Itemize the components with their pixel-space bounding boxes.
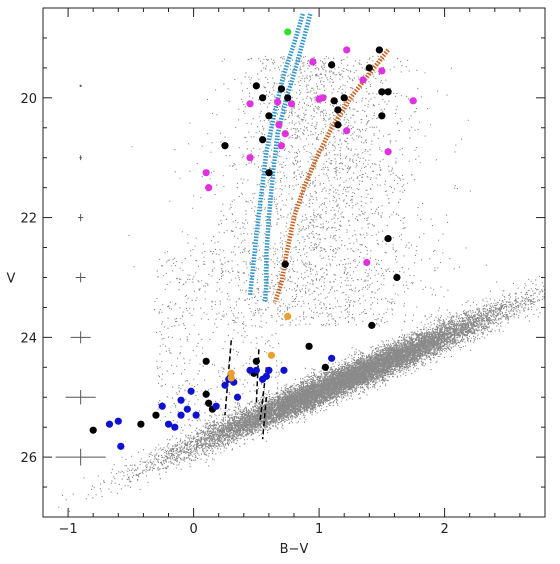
black-point-16 — [265, 169, 273, 177]
dashed-segment-1 — [255, 349, 260, 404]
black-point-18 — [281, 260, 289, 268]
orange-point-3 — [227, 374, 235, 382]
black-point-14 — [265, 112, 273, 120]
blue-point-19 — [265, 366, 273, 374]
blue-point-12 — [221, 381, 229, 389]
black-point-17 — [221, 142, 229, 150]
blue-point-3 — [158, 402, 166, 410]
black-point-31 — [321, 363, 329, 371]
blue-point-15 — [233, 393, 242, 401]
blue-point-21 — [328, 354, 336, 362]
orange-point-1 — [267, 351, 276, 359]
magenta-point-9 — [277, 142, 286, 150]
blue-point-5 — [171, 423, 179, 431]
plot-frame — [42, 7, 546, 518]
track-line-1 — [247, 13, 305, 296]
black-point-8 — [365, 64, 373, 72]
blue-point-8 — [183, 405, 191, 413]
green-point-0 — [284, 28, 292, 36]
black-point-19 — [384, 234, 392, 243]
magenta-point-18 — [274, 98, 282, 106]
magenta-point-14 — [315, 95, 323, 103]
black-point-5 — [330, 97, 338, 105]
blue-point-9 — [187, 387, 195, 395]
blue-point-4 — [164, 420, 173, 428]
dashed-segment-0 — [224, 340, 232, 416]
magenta-point-16 — [384, 148, 392, 156]
error-bars — [55, 84, 106, 466]
magenta-point-17 — [363, 258, 371, 267]
x-axis-label: B−V — [280, 542, 309, 557]
black-point-30 — [89, 426, 97, 434]
y-tick-label-2: 24 — [20, 331, 37, 346]
black-point-4 — [328, 61, 336, 69]
black-point-6 — [334, 106, 342, 114]
black-point-22 — [305, 342, 313, 350]
track-line-0 — [262, 13, 313, 302]
black-point-10 — [378, 88, 386, 96]
magenta-point-5 — [246, 100, 254, 108]
y-axis-label: V — [7, 271, 16, 286]
black-point-24 — [252, 357, 260, 365]
black-point-26 — [205, 399, 213, 407]
x-tick-label-2: 1 — [315, 522, 323, 537]
field-stars — [58, 55, 545, 512]
magenta-point-1 — [343, 46, 351, 54]
y-tick-label-3: 26 — [20, 451, 37, 466]
y-tick-label-1: 22 — [20, 212, 37, 227]
blue-point-10 — [192, 411, 200, 419]
magenta-point-10 — [246, 154, 254, 162]
magenta-point-15 — [343, 127, 351, 135]
black-point-7 — [340, 94, 348, 102]
black-point-1 — [259, 94, 267, 102]
black-point-29 — [137, 420, 145, 428]
black-point-21 — [368, 321, 376, 329]
black-point-23 — [202, 357, 210, 365]
black-point-13 — [334, 121, 342, 129]
magenta-point-2 — [378, 67, 386, 75]
blue-point-0 — [114, 417, 122, 425]
x-tick-label-0: −1 — [59, 522, 78, 537]
axis-ticks: −1 0 1 2 20 22 24 26 — [20, 7, 546, 537]
orange-point-2 — [284, 312, 292, 320]
highlighted-stars — [89, 28, 417, 450]
black-point-20 — [393, 273, 401, 282]
black-point-28 — [152, 411, 160, 419]
magenta-point-6 — [287, 100, 296, 108]
magenta-point-3 — [359, 76, 367, 84]
blue-point-6 — [177, 396, 185, 404]
black-point-3 — [284, 94, 292, 102]
magenta-point-7 — [275, 121, 283, 129]
black-point-12 — [378, 112, 386, 120]
dashed-segment-3 — [261, 397, 268, 440]
black-point-9 — [375, 46, 383, 54]
track-line-2 — [273, 48, 390, 303]
magenta-point-12 — [205, 184, 213, 192]
isochrone-tracks — [247, 13, 390, 303]
y-tick-label-0: 20 — [20, 92, 37, 107]
magenta-point-8 — [281, 130, 289, 138]
black-point-25 — [202, 390, 210, 398]
x-tick-label-1: 0 — [189, 522, 197, 537]
blue-point-17 — [252, 366, 260, 374]
blue-point-16 — [246, 366, 254, 374]
blue-point-22 — [259, 375, 267, 383]
blue-point-1 — [105, 420, 114, 428]
magenta-point-4 — [409, 97, 417, 105]
x-tick-label-3: 2 — [440, 522, 448, 537]
black-point-0 — [252, 82, 260, 90]
magenta-point-0 — [309, 58, 317, 66]
magenta-point-11 — [202, 169, 210, 177]
black-point-15 — [259, 136, 267, 144]
black-point-11 — [384, 88, 392, 96]
field-star-dots — [58, 55, 545, 512]
black-point-2 — [277, 85, 286, 93]
blue-point-7 — [177, 411, 185, 419]
blue-point-20 — [280, 366, 288, 374]
blue-point-2 — [117, 442, 125, 450]
blue-point-11 — [212, 402, 220, 410]
